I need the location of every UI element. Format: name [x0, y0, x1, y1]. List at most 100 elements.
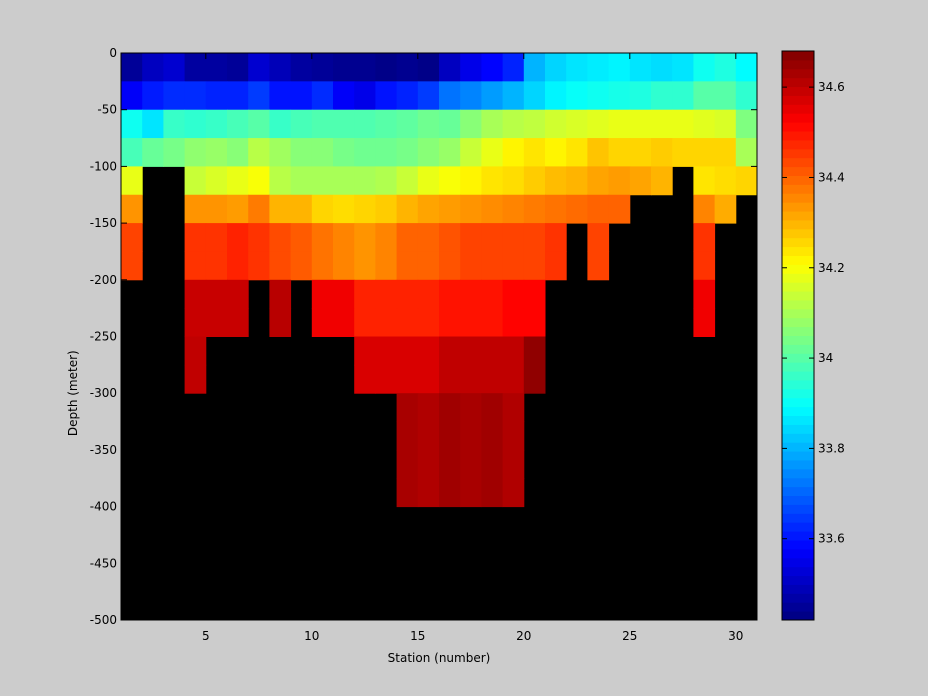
heatmap-cell — [523, 53, 546, 82]
heatmap-cell — [587, 138, 610, 167]
heatmap-cell — [714, 109, 737, 139]
colorbar-ticks: 33.6 33.8 34 34.2 34.4 34.6 — [782, 80, 845, 546]
heatmap-cell — [714, 194, 737, 224]
heatmap-cell — [651, 81, 673, 111]
colorbar-step — [782, 522, 814, 532]
heatmap-cell — [439, 308, 461, 337]
colorbar-step — [782, 228, 814, 239]
heatmap-cell — [417, 194, 440, 224]
colorbar-tick-label: 34 — [818, 351, 833, 365]
y-axis-label: Depth (meter) — [66, 350, 80, 436]
heatmap-cell — [545, 53, 567, 82]
heatmap-cell — [481, 421, 504, 451]
colorbar-step — [782, 557, 814, 568]
y-tick-label: -200 — [90, 273, 117, 287]
heatmap-cell — [587, 251, 610, 281]
heatmap-cell — [417, 308, 440, 337]
heatmap-cell — [460, 223, 482, 252]
heatmap-cell — [439, 223, 461, 252]
heatmap-cell — [184, 109, 207, 139]
colorbar-step — [782, 575, 814, 585]
heatmap-cell — [396, 194, 419, 224]
heatmap-cell — [354, 194, 376, 224]
colorbar-gradient — [782, 51, 814, 621]
heatmap-cell — [651, 166, 673, 196]
heatmap-cell — [523, 109, 546, 139]
x-tick-label: 15 — [410, 629, 425, 643]
heatmap-cell — [311, 223, 334, 252]
heatmap-cell — [460, 251, 482, 281]
heatmap-cell — [735, 109, 758, 139]
heatmap-cell — [184, 194, 207, 224]
y-tick-label: -300 — [90, 386, 117, 400]
colorbar-step — [782, 379, 814, 390]
heatmap-cell — [290, 194, 313, 224]
heatmap-cell — [396, 279, 419, 309]
heatmap-cell — [460, 279, 482, 309]
heatmap-cell — [248, 109, 270, 139]
colorbar-step — [782, 362, 814, 372]
colorbar-step — [782, 308, 814, 319]
heatmap-cell — [481, 478, 504, 508]
heatmap-cell — [311, 194, 334, 224]
colorbar-step — [782, 95, 814, 105]
heatmap-cell — [439, 449, 461, 479]
heatmap-cell — [269, 251, 292, 281]
heatmap-cell — [545, 166, 567, 196]
heatmap-cell — [587, 223, 610, 252]
colorbar-step — [782, 291, 814, 301]
heatmap-cell — [396, 53, 419, 82]
heatmap-cell — [269, 81, 292, 111]
heatmap-cell — [248, 166, 270, 196]
colorbar-tick-label: 34.2 — [818, 261, 845, 275]
heatmap-cell — [481, 308, 504, 337]
heatmap-cell — [714, 53, 737, 82]
colorbar-step — [782, 166, 814, 176]
heatmap-cell — [651, 138, 673, 167]
heatmap-cell — [502, 421, 525, 451]
heatmap-cell — [523, 308, 546, 337]
heatmap-cell — [693, 223, 716, 252]
heatmap-cell — [227, 251, 249, 281]
heatmap-cell — [481, 279, 504, 309]
heatmap-cell — [672, 138, 694, 167]
colorbar-step — [782, 459, 814, 470]
heatmap-cell — [311, 109, 334, 139]
heatmap-cell — [587, 166, 610, 196]
y-tick-label: -500 — [90, 613, 117, 627]
heatmap-cell — [566, 81, 588, 111]
heatmap-cell — [545, 194, 567, 224]
colorbar-step — [782, 184, 814, 194]
heatmap-cell — [439, 109, 461, 139]
colorbar-step — [782, 548, 814, 559]
heatmap-cell — [672, 109, 694, 139]
colorbar-step — [782, 237, 814, 248]
heatmap-cell — [333, 81, 355, 111]
x-tick-label: 10 — [304, 629, 319, 643]
heatmap-cell — [248, 223, 270, 252]
heatmap-cell — [693, 251, 716, 281]
heatmap-cell — [417, 223, 440, 252]
heatmap-cell — [205, 251, 228, 281]
colorbar-step — [782, 51, 814, 61]
heatmap-cell — [311, 308, 334, 337]
heatmap-cell — [608, 53, 631, 82]
heatmap-cell — [396, 223, 419, 252]
heatmap-cell — [121, 166, 143, 196]
heatmap-cell — [205, 223, 228, 252]
colorbar-step — [782, 602, 814, 612]
heatmap-cell — [375, 81, 398, 111]
heatmap-cell — [629, 109, 652, 139]
heatmap-cell — [354, 308, 376, 337]
heatmap-cell — [184, 364, 207, 394]
heatmap-cell — [693, 53, 716, 82]
heatmap-cell — [205, 81, 228, 111]
x-axis-ticks: 5 10 15 20 25 30 — [202, 53, 743, 643]
heatmap-cell — [375, 138, 398, 167]
heatmap-cell — [481, 251, 504, 281]
heatmap-cell — [311, 166, 334, 196]
heatmap-cell — [163, 53, 186, 82]
heatmap-cell — [184, 138, 207, 167]
x-tick-label: 25 — [622, 629, 637, 643]
heatmap-cell — [439, 364, 461, 394]
